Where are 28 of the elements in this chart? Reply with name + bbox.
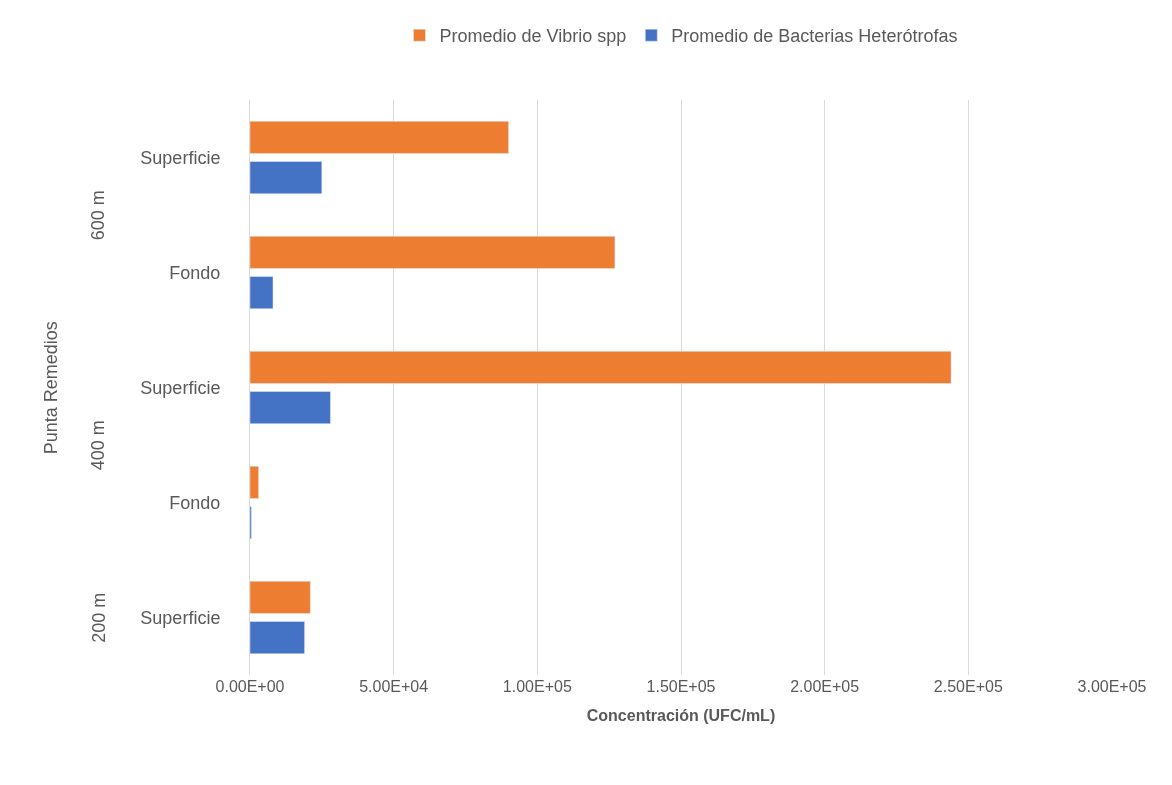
bar <box>250 121 509 154</box>
y-tick-label: Superficie <box>140 377 221 398</box>
y-tick-label: Superficie <box>140 607 221 628</box>
legend-label: Promedio de Bacterias Heterótrofas <box>671 26 958 47</box>
bar <box>250 581 311 614</box>
text: 400 m <box>88 420 109 471</box>
x-tick-label: 2.50E+05 <box>933 678 1003 695</box>
y-tick-label: Fondo <box>169 492 221 513</box>
bar <box>250 161 323 194</box>
y-axis-title: Punta Remedios <box>41 321 62 455</box>
x-tick-label: 5.00E+04 <box>359 678 429 695</box>
text: 200 m <box>88 592 109 643</box>
x-tick-label: 1.50E+05 <box>646 678 716 695</box>
y-tick-label: Fondo <box>169 262 221 283</box>
bar <box>250 236 616 269</box>
x-tick-label: 1.00E+05 <box>502 678 572 695</box>
text: 600 m <box>88 190 109 241</box>
bar <box>250 351 952 384</box>
x-tick-label: 3.00E+05 <box>1077 678 1147 695</box>
x-tick-label: 2.00E+05 <box>790 678 860 695</box>
bar <box>250 466 259 499</box>
bar <box>250 391 331 424</box>
bar <box>250 276 274 309</box>
x-tick-label: 0.00E+00 <box>215 678 285 695</box>
legend-label: Promedio de Vibrio spp <box>439 26 627 47</box>
x-axis-title: Concentración (UFC/mL) <box>586 706 776 724</box>
y-tick-label: Superficie <box>140 147 221 168</box>
bar <box>250 621 305 654</box>
